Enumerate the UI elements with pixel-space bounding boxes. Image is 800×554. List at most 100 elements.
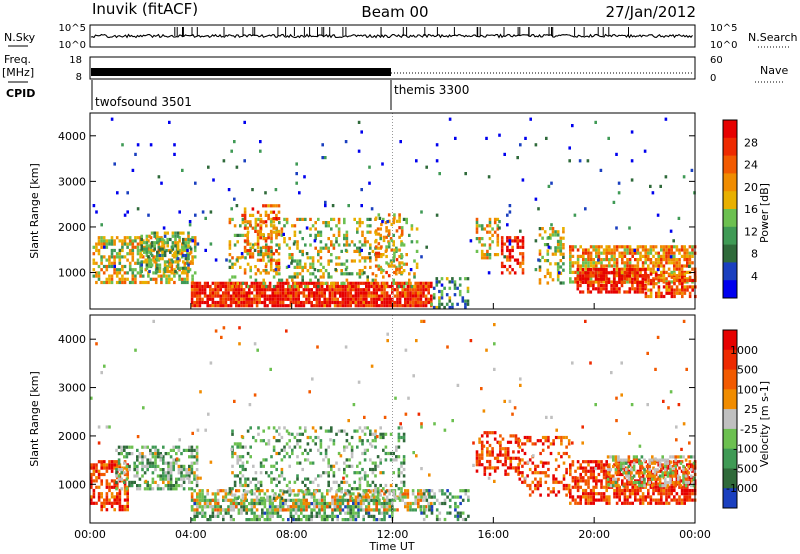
power-scatter-point [579, 271, 582, 275]
power-scatter-point [214, 258, 218, 262]
velocity-scatter-point [280, 448, 284, 452]
power-scatter-point [264, 265, 268, 269]
power-scatter-point [589, 277, 593, 281]
power-scatter-point [184, 266, 188, 270]
velocity-scatter-point [678, 466, 681, 470]
power-scatter-point [169, 237, 172, 242]
power-scatter-point [264, 239, 268, 243]
power-scatter-point [328, 297, 332, 301]
power-scatter-point [305, 297, 308, 301]
power-scatter-point [121, 280, 124, 285]
velocity-scatter-point [116, 476, 119, 480]
power-scatter-point [198, 304, 202, 308]
power-scatter-point [529, 117, 532, 121]
velocity-scatter-point [339, 505, 342, 509]
power-scatter-point [245, 304, 248, 308]
velocity-scatter-point [172, 445, 175, 449]
velocity-scatter-point [310, 492, 313, 496]
power-scatter-point [153, 244, 156, 248]
velocity-scatter-point [480, 463, 484, 467]
velocity-scatter-point [201, 489, 204, 493]
power-scatter-point [395, 272, 398, 276]
power-scatter-point [110, 242, 114, 246]
power-scatter-point [665, 277, 668, 281]
power-scatter-point [227, 284, 230, 289]
velocity-scatter-point [120, 477, 123, 481]
power-scatter-point [424, 281, 428, 285]
power-scatter-point [118, 258, 122, 262]
velocity-scatter-point [395, 496, 398, 500]
power-scatter-point [134, 245, 137, 249]
power-scatter-point [356, 221, 359, 225]
power-scatter-point [410, 227, 414, 231]
power-scatter-point [602, 248, 606, 252]
power-scatter-point [248, 294, 251, 298]
velocity-scatter-point [504, 456, 507, 460]
power-scatter-point [435, 277, 439, 281]
velocity-scatter-point [253, 514, 256, 518]
power-scatter-point [309, 256, 312, 260]
velocity-scatter-point [430, 511, 434, 515]
velocity-scatter-point [253, 511, 256, 515]
power-scatter-point [623, 280, 626, 284]
power-scatter-point [379, 237, 382, 241]
velocity-scatter-point [267, 439, 271, 443]
power-scatter-point [343, 237, 346, 241]
velocity-scatter-point [190, 452, 194, 456]
power-scatter-point [660, 254, 663, 258]
velocity-scatter-point [350, 487, 354, 491]
velocity-scatter-point [138, 484, 142, 488]
velocity-scatter-point [534, 477, 537, 481]
velocity-scatter-point [424, 505, 428, 509]
power-scatter-point [211, 281, 215, 285]
power-scatter-point [160, 277, 163, 281]
power-scatter-point [276, 294, 280, 298]
velocity-scatter-point [229, 502, 233, 506]
velocity-scatter-point [239, 458, 242, 462]
velocity-scatter-point [271, 498, 274, 502]
velocity-scatter-point [270, 464, 273, 468]
velocity-scatter-point [136, 455, 139, 459]
velocity-scatter-point [272, 477, 276, 481]
power-scatter-point [196, 284, 199, 289]
power-scatter-point [249, 249, 252, 253]
velocity-scatter-point [336, 498, 339, 502]
velocity-scatter-point [496, 456, 500, 460]
velocity-scatter-point [369, 432, 372, 436]
power-scatter-point [304, 262, 307, 266]
velocity-scatter-point [320, 505, 324, 509]
power-scatter-point [275, 217, 278, 221]
velocity-scatter-point [180, 474, 183, 478]
power-scatter-point [259, 236, 262, 240]
cpid-themis: themis 3300 [394, 83, 469, 97]
power-scatter-point [298, 262, 302, 266]
velocity-scatter-point [388, 505, 391, 509]
power-scatter-point [297, 294, 300, 298]
power-scatter-point [284, 281, 287, 285]
velocity-scatter-point [518, 477, 522, 481]
power-scatter-point [156, 253, 159, 258]
power-scatter-point [569, 245, 572, 249]
power-scatter-point [289, 300, 293, 305]
power-scatter-point [435, 143, 439, 147]
power-scatter-point [628, 287, 632, 291]
power-scatter-point [377, 213, 381, 217]
velocity-scatter-point [397, 445, 401, 449]
velocity-scatter-point [193, 477, 196, 481]
power-scatter-point [574, 277, 577, 281]
power-scatter-point [400, 242, 404, 246]
power-scatter-point [649, 251, 653, 255]
velocity-scatter-point [384, 445, 388, 449]
velocity-scatter-point [175, 487, 178, 491]
power-scatter-point [376, 246, 380, 250]
power-scatter-point [141, 239, 145, 243]
power-scatter-point [415, 265, 419, 269]
power-scatter-point [569, 264, 572, 268]
velocity-scatter-point [587, 485, 590, 489]
velocity-scatter-point [228, 490, 232, 494]
power-scatter-point [670, 288, 674, 292]
velocity-scatter-point [276, 508, 280, 512]
velocity-scatter-point [177, 448, 181, 452]
power-scatter-point [310, 281, 313, 285]
power-scatter-point [253, 294, 256, 298]
